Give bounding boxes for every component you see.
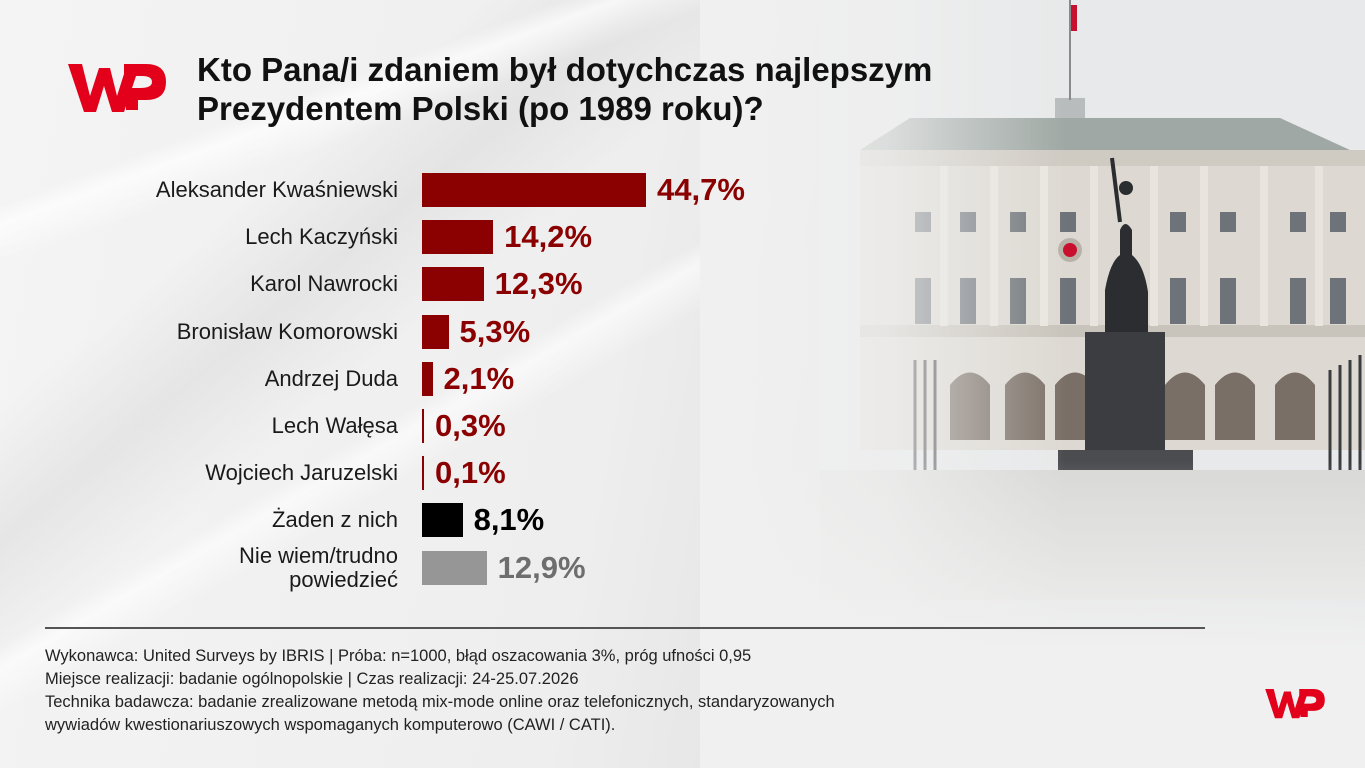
category-label-line: powiedzieć [289, 567, 398, 592]
category-label: Nie wiem/trudno powiedzieć [239, 544, 398, 592]
category-label: Lech Wałęsa [272, 414, 398, 438]
bar [422, 456, 424, 490]
bar [422, 362, 433, 396]
footer-line-4: wywiadów kwestionariuszowych wspomaganyc… [45, 716, 616, 734]
bar [422, 503, 463, 537]
bar [422, 551, 487, 585]
category-label: Lech Kaczyński [245, 225, 398, 249]
bar [422, 409, 424, 443]
value-label: 44,7% [657, 172, 745, 207]
chart-title-line-1: Kto Pana/i zdaniem był dotychczas najlep… [197, 51, 933, 88]
value-label: 5,3% [459, 314, 531, 349]
category-label-line: Nie wiem/trudno [239, 543, 398, 568]
value-label: 12,9% [497, 550, 586, 585]
category-label-line: Lech Kaczyński [245, 224, 398, 249]
value-label: 0,3% [435, 408, 506, 443]
category-label: Żaden z nich [272, 508, 398, 532]
category-label: Wojciech Jaruzelski [205, 461, 398, 485]
category-label-line: Żaden z nich [272, 507, 398, 532]
methodology-footer: Wykonawca: United Surveys by IBRIS | Pró… [45, 645, 1045, 737]
horizontal-bar-chart: Aleksander Kwaśniewski 44,7% Lech Kaczyńsk… [156, 172, 745, 592]
value-label: 14,2% [504, 219, 593, 254]
category-label-line: Aleksander Kwaśniewski [155, 177, 398, 202]
bar [422, 220, 494, 254]
value-label: 0,1% [435, 455, 506, 490]
value-label: 8,1% [473, 502, 545, 537]
category-label-line: Lech Wałęsa [271, 413, 398, 438]
value-label: 12,3% [494, 266, 583, 301]
wp-logo-icon [68, 64, 166, 112]
bar [422, 315, 449, 349]
chart-title: Kto Pana/i zdaniem był dotychczas najlep… [197, 50, 1057, 128]
footer-line-1: Wykonawca: United Surveys by IBRIS | Pró… [45, 647, 752, 665]
footer-divider [45, 627, 1205, 629]
bar [422, 267, 484, 301]
footer-line-2: Miejsce realizacji: badanie ogólnopolski… [45, 670, 579, 688]
category-label: Bronisław Komorowski [177, 320, 398, 344]
value-label: 2,1% [443, 361, 515, 396]
category-label-line: Bronisław Komorowski [176, 319, 398, 344]
category-label-line: Karol Nawrocki [250, 271, 398, 296]
chart-title-line-2: Prezydentem Polski (po 1989 roku)? [197, 90, 764, 127]
category-label: Karol Nawrocki [250, 272, 398, 296]
bar [422, 173, 646, 207]
category-label: Aleksander Kwaśniewski [156, 178, 398, 202]
category-label: Andrzej Duda [265, 367, 398, 391]
category-label-line: Andrzej Duda [264, 366, 398, 391]
wp-logo-small-icon [1265, 689, 1325, 719]
footer-line-3: Technika badawcza: badanie zrealizowane … [45, 693, 835, 711]
category-label-line: Wojciech Jaruzelski [205, 460, 398, 485]
